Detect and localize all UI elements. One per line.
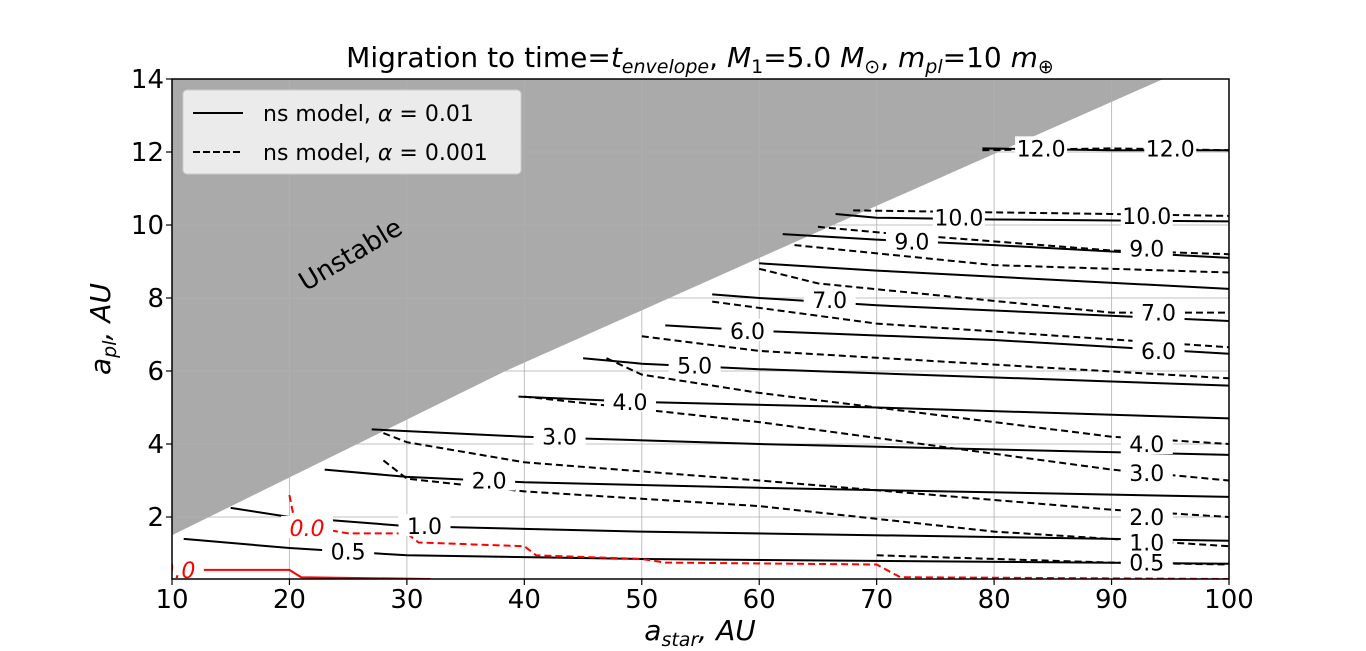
legend-entry-alpha-0.001: ns model, α = 0.001 xyxy=(263,141,488,166)
dashed-contour-label-2: 2.0 xyxy=(1129,506,1164,531)
dashed-contour-10 xyxy=(853,209,1229,217)
solid-contour-label-6: 6.0 xyxy=(730,320,765,345)
y-tick-label-12: 12 xyxy=(131,138,164,168)
dashed-contour-label-1: 1.0 xyxy=(1129,532,1164,557)
contour-label-bg-6 xyxy=(721,318,774,341)
y-tick-label-4: 4 xyxy=(147,430,164,460)
x-tick-label-30: 30 xyxy=(390,585,423,615)
contour-label-bg-5 xyxy=(668,353,721,376)
chart-title: Migration to time=tenvelope, M1=5.0 M⊙, … xyxy=(346,41,1054,78)
x-tick-label-20: 20 xyxy=(273,585,306,615)
contour-label-bg-3 xyxy=(533,424,586,447)
dashed-contour-label-0.5: 0.5 xyxy=(1129,552,1164,577)
x-axis-label: astar, AU xyxy=(644,614,755,651)
dashed-contour-label-4: 4.0 xyxy=(1129,433,1164,458)
dashed-contour-label-0: 0.0 xyxy=(290,517,325,542)
dashed-contour-label-3: 3.0 xyxy=(1129,462,1164,487)
y-axis-label: apl, AU xyxy=(84,283,121,375)
contour-label-bg-1 xyxy=(1120,530,1173,553)
x-tick-label-70: 70 xyxy=(860,585,893,615)
x-tick-label-100: 100 xyxy=(1204,585,1254,615)
contour-label-bg-0.5 xyxy=(1120,550,1173,573)
solid-contour-label-4: 4.0 xyxy=(613,391,648,416)
dashed-contour-label-6: 6.0 xyxy=(1141,340,1176,365)
dashed-contour-0 xyxy=(288,494,1229,579)
contour-label-bg-2 xyxy=(463,468,516,491)
contour-label-bg-7 xyxy=(1132,300,1185,323)
solid-contour-0 xyxy=(182,568,431,579)
legend-entry-alpha-0.01: ns model, α = 0.01 xyxy=(263,102,474,127)
solid-contour-4 xyxy=(518,395,1229,420)
dashed-contour-5 xyxy=(641,335,1229,380)
legend: ns model, α = 0.01 ns model, α = 0.001 xyxy=(182,89,522,175)
solid-contour-label-5: 5.0 xyxy=(677,355,712,380)
plot-frame xyxy=(171,78,1230,580)
y-tick-label-8: 8 xyxy=(147,284,164,314)
solid-contour-label-7: 7.0 xyxy=(812,289,847,314)
solid-contour-label-0.5: 0.5 xyxy=(331,541,366,566)
contour-label-bg-12 xyxy=(1144,136,1197,159)
solid-contour-label-2: 2.0 xyxy=(472,470,507,495)
x-tick-label-90: 90 xyxy=(1095,585,1128,615)
contour-label-bg-0.5 xyxy=(322,539,375,562)
unstable-region xyxy=(172,79,1164,536)
solid-contour-label-1: 1.0 xyxy=(407,515,442,540)
y-tick-label-14: 14 xyxy=(131,65,164,95)
contour-label-bg-12 xyxy=(1015,136,1068,159)
y-tick-label-2: 2 xyxy=(147,503,164,533)
contour-label-bg-0 xyxy=(281,515,334,538)
contour-label-bg-9 xyxy=(885,229,938,252)
contour-label-bg-10 xyxy=(932,205,985,228)
contour-label-bg-0 xyxy=(172,557,204,579)
x-tick-label-60: 60 xyxy=(743,585,776,615)
contour-label-bg-4 xyxy=(1120,432,1173,454)
x-tick-label-10: 10 xyxy=(155,585,188,615)
x-tick-label-80: 80 xyxy=(978,585,1011,615)
contour-label-bg-6 xyxy=(1132,338,1185,361)
dashed-contour-1 xyxy=(382,459,1229,548)
solid-contour-8 xyxy=(759,262,1229,290)
x-tick-label-40: 40 xyxy=(508,585,541,615)
y-tick-label-10: 10 xyxy=(131,211,164,241)
solid-contour-0.5 xyxy=(183,537,1229,565)
solid-contour-label-12: 12.0 xyxy=(1146,137,1195,162)
contour-label-bg-9 xyxy=(1120,236,1173,259)
dashed-contour-label-9: 9.0 xyxy=(1129,238,1164,263)
contour-label-bg-7 xyxy=(803,287,856,310)
contour-label-bg-2 xyxy=(1120,505,1173,527)
dashed-contour-6 xyxy=(712,300,1229,349)
solid-contour-2 xyxy=(324,468,1229,498)
legend-box xyxy=(182,89,522,175)
dashed-contour-8 xyxy=(794,244,1229,274)
y-tick-label-6: 6 xyxy=(147,357,164,387)
dashed-contour-0.5 xyxy=(876,554,1229,566)
solid-contour-label-0: 0.0 xyxy=(160,559,195,584)
dashed-contour-label-7: 7.0 xyxy=(1141,302,1176,327)
solid-contour-3 xyxy=(371,428,1229,456)
contour-label-bg-1 xyxy=(398,514,451,537)
contour-label-bg-4 xyxy=(604,390,657,413)
dashed-contour-label-12: 12.0 xyxy=(1017,137,1066,162)
solid-contour-label-3: 3.0 xyxy=(542,426,577,451)
solid-contour-label-10: 10.0 xyxy=(934,207,983,232)
x-tick-label-50: 50 xyxy=(625,585,658,615)
dashed-contour-label-10: 10.0 xyxy=(1122,205,1171,230)
contour-label-bg-10 xyxy=(1120,203,1173,226)
contour-label-bg-3 xyxy=(1120,461,1173,484)
solid-contour-label-9: 9.0 xyxy=(894,230,929,255)
solid-contour-6 xyxy=(665,324,1229,355)
